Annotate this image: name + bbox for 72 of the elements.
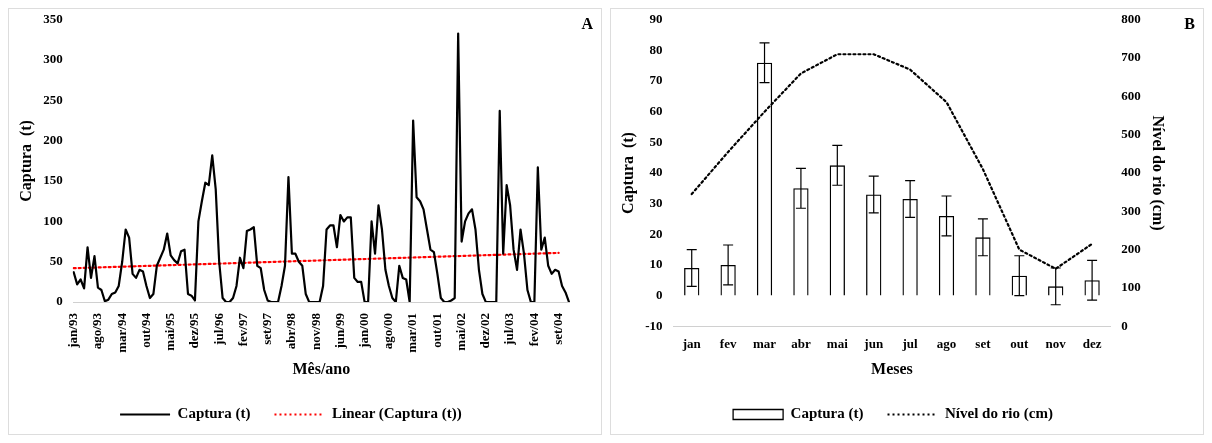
x-tick-label: set/97 (259, 312, 275, 345)
y2-tick-label: 700 (1121, 49, 1141, 65)
y-tick-label: 60 (649, 103, 663, 119)
y2-tick-label: 300 (1121, 202, 1141, 218)
y-tick-label: 150 (43, 172, 63, 188)
x-tick-label: set (975, 336, 992, 352)
x-tick-label: jan/93 (65, 312, 81, 349)
x-tick-label: mai (826, 336, 849, 352)
y-tick-label: 50 (49, 253, 63, 269)
y-tick-label: 30 (649, 195, 663, 210)
y-tick-label: 50 (649, 133, 663, 149)
y-tick-label: 0 (656, 286, 663, 302)
y-axis-title: Captura (t) (16, 120, 35, 202)
y-axis-title: Captura (t) (618, 132, 637, 214)
y-tick-label: 0 (56, 293, 63, 309)
x-tick-label: mar/01 (404, 313, 420, 353)
x-tick-label: ago/00 (380, 313, 396, 350)
y-tick-label: 40 (649, 164, 663, 180)
y-tick-label: 200 (43, 132, 63, 148)
y2-tick-label: 500 (1121, 126, 1141, 142)
x-tick-label: mar (752, 336, 777, 352)
x-tick-label: mai/95 (162, 312, 178, 351)
x-tick-label: fev/97 (234, 312, 250, 347)
y2-axis-title: Nível do rio (cm) (1149, 115, 1168, 231)
x-tick-label: jan (681, 336, 702, 352)
y2-tick-label: 0 (1121, 317, 1128, 333)
x-tick-label: ago/93 (89, 312, 105, 350)
x-tick-label: jun (863, 336, 884, 352)
x-axis-title: Mês/ano (292, 359, 351, 377)
x-tick-label: abr (791, 336, 811, 352)
y-tick-label: 350 (43, 11, 63, 27)
x-tick-label: abr/98 (283, 312, 299, 350)
y-tick-label: 250 (43, 91, 63, 107)
x-tick-label: jul (901, 336, 919, 352)
x-axis-title: Meses (871, 359, 913, 377)
y2-tick-label: 200 (1121, 240, 1141, 256)
legend-label: Captura (t) (790, 405, 864, 423)
y-tick-label: 100 (43, 212, 63, 228)
y-tick-label: 10 (649, 256, 663, 272)
text: B (1184, 15, 1196, 33)
legend-label: Nível do rio (cm) (945, 405, 1053, 423)
x-tick-label: jun/99 (331, 312, 347, 350)
x-tick-label: dez/02 (477, 313, 493, 349)
legend-label: Linear (Captura (t)) (331, 405, 462, 423)
y-tick-label: 20 (649, 225, 663, 241)
x-tick-label: mar/94 (113, 312, 129, 353)
x-tick-label: jul/96 (210, 312, 226, 346)
x-tick-label: set/04 (549, 312, 565, 345)
y2-tick-label: 400 (1121, 164, 1141, 180)
x-tick-label: out (1010, 336, 1029, 352)
y-tick-label: 90 (649, 11, 663, 27)
x-tick-label: fev (719, 336, 737, 352)
y-tick-label: 80 (649, 41, 663, 57)
y-tick-label: 300 (43, 51, 63, 67)
x-tick-label: jul/03 (501, 312, 517, 346)
x-tick-label: dez (1082, 336, 1102, 352)
y2-tick-label: 600 (1121, 87, 1141, 103)
x-tick-label: mai/02 (452, 313, 468, 351)
x-tick-label: out/01 (428, 313, 444, 348)
y2-tick-label: 800 (1121, 11, 1141, 27)
legend-label: Captura (t) (177, 405, 251, 423)
x-tick-label: fev/04 (525, 312, 541, 347)
x-tick-label: ago (936, 336, 957, 352)
x-tick-label: nov (1045, 336, 1067, 352)
x-tick-label: dez/95 (186, 312, 202, 349)
x-tick-label: nov/98 (307, 312, 323, 350)
text: A (581, 15, 594, 33)
y-tick-label: -10 (645, 317, 663, 333)
x-tick-label: out/94 (137, 312, 153, 348)
y-tick-label: 70 (649, 72, 663, 88)
x-tick-label: jan/00 (356, 313, 371, 349)
y2-tick-label: 100 (1121, 279, 1141, 295)
